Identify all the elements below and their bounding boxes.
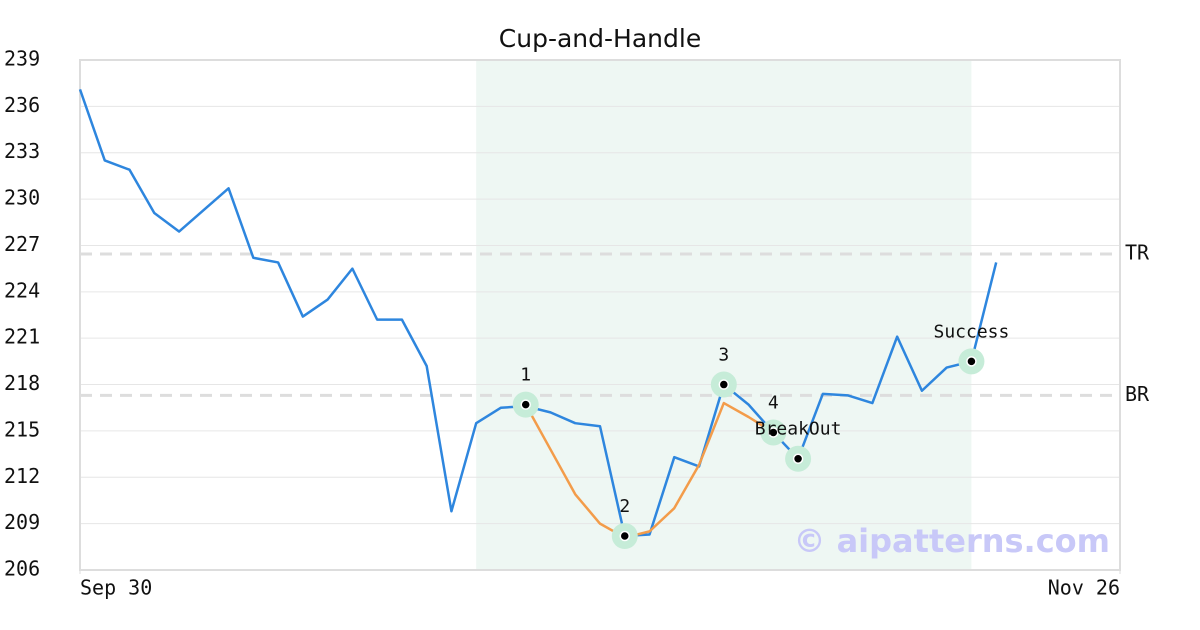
annotation-label: 4 — [768, 392, 779, 413]
y-tick-label: 233 — [4, 139, 40, 163]
pattern-point — [792, 453, 804, 464]
annotation-label: BreakOut — [755, 419, 842, 440]
pattern-point — [718, 379, 730, 390]
y-tick-label: 206 — [4, 557, 40, 581]
y-tick-label: 239 — [4, 47, 40, 71]
highlight-region — [476, 60, 972, 570]
pattern-point — [768, 427, 779, 438]
watermark: © aipatterns.com — [793, 522, 1110, 560]
y-tick-label: 209 — [4, 510, 40, 534]
annotation-label: 2 — [619, 496, 630, 517]
y-tick-label: 215 — [4, 417, 40, 441]
y-tick-label: 236 — [4, 93, 40, 117]
price-line — [78, 88, 998, 538]
level-label: BR — [1125, 382, 1150, 406]
pattern-point — [619, 530, 631, 542]
x-tick-label: Sep 30 — [80, 576, 152, 600]
x-tick-label: Nov 26 — [1048, 576, 1120, 600]
y-tick-label: 230 — [4, 186, 40, 210]
y-tick-label: 224 — [4, 278, 40, 302]
plot-frame — [79, 59, 1121, 571]
annotation-label: 1 — [520, 365, 531, 386]
pattern-point — [520, 399, 531, 410]
y-tick-label: 227 — [4, 232, 40, 256]
pattern-point — [966, 356, 977, 367]
chart-title: Cup-and-Handle — [499, 24, 701, 53]
annotation-label: 3 — [718, 345, 729, 366]
y-tick-label: 212 — [4, 464, 40, 488]
y-tick-label: 218 — [4, 371, 40, 395]
y-tick-label: 221 — [4, 325, 40, 349]
price-line — [524, 401, 774, 539]
annotation-label: Success — [933, 321, 1009, 342]
level-label: TR — [1125, 240, 1150, 264]
